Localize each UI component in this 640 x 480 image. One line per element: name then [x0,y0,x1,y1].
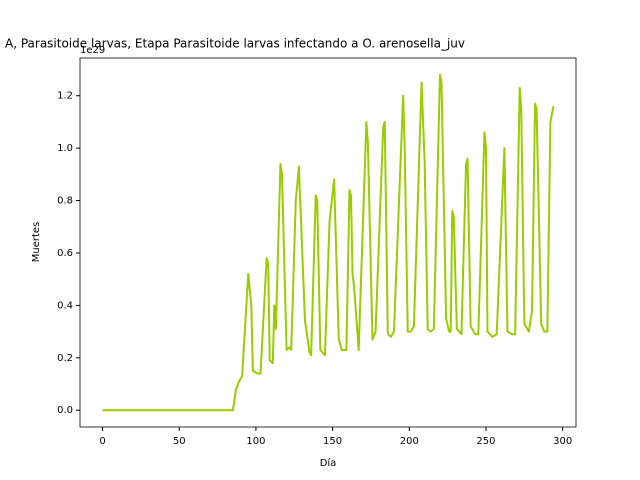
x-axis-label: Día [320,457,337,469]
y-tick-label: 0.8 [57,196,73,207]
y-tick-label: 0.6 [57,248,73,259]
offset-label: 1e29 [80,45,105,56]
data-line [102,73,555,412]
y-axis-label: Muertes [31,222,42,263]
y-tick-label: 0.4 [57,300,73,311]
y-tick-label: 1.2 [57,91,73,102]
x-tick-label: 0 [99,436,105,447]
y-tick-label: 0.0 [57,405,73,416]
x-tick-label: 250 [476,436,495,447]
plot-frame [79,57,577,428]
y-tick-label: 1.0 [57,143,73,154]
y-tick-label: 0.2 [57,353,73,364]
x-tick-label: 300 [553,436,572,447]
x-tick-label: 150 [323,436,342,447]
chart-title: A, Parasitoide larvas, Etapa Parasitoide… [5,37,465,51]
x-tick-label: 100 [246,436,265,447]
x-tick-label: 50 [173,436,186,447]
x-tick-label: 200 [400,436,419,447]
